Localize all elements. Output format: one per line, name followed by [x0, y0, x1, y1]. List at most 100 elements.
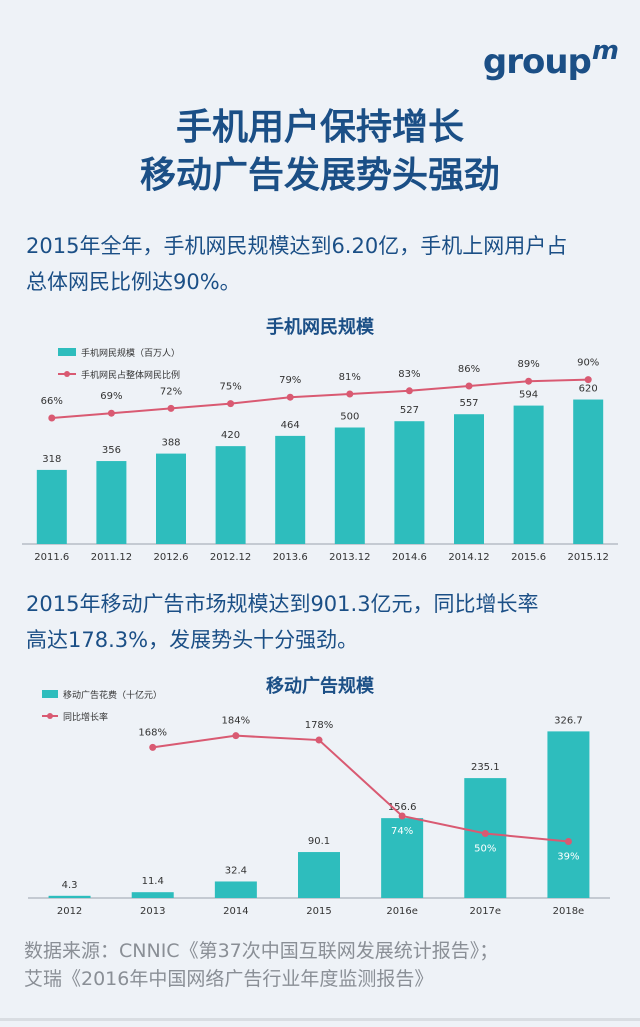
line-value-label: 81%	[339, 372, 361, 383]
line-point	[149, 743, 157, 751]
legend-line-label: 同比增长率	[63, 711, 108, 723]
line-value-label: 50%	[474, 844, 496, 855]
line-value-label: 168%	[138, 727, 167, 738]
bar-value-label: 356	[102, 445, 121, 456]
line-value-label: 74%	[391, 826, 413, 837]
x-tick-label: 2013.12	[329, 552, 370, 563]
line-point	[167, 404, 175, 412]
x-tick-label: 2016e	[386, 906, 418, 917]
bar-value-label: 318	[42, 454, 61, 465]
chart2-title: 移动广告规模	[266, 676, 374, 697]
x-tick-label: 2015.12	[568, 552, 609, 563]
legend-line-label: 手机网民占整体网民比例	[81, 369, 180, 381]
bar	[381, 818, 424, 898]
x-tick-label: 2011.6	[34, 552, 69, 563]
x-tick-label: 2017e	[469, 906, 501, 917]
bar	[96, 461, 127, 544]
x-tick-label: 2014	[223, 906, 248, 917]
legend-line-marker	[64, 371, 70, 377]
line-value-label: 86%	[458, 364, 480, 375]
bar	[214, 881, 257, 898]
bar-value-label: 156.6	[388, 802, 417, 813]
bar	[215, 446, 246, 544]
bar	[464, 778, 507, 898]
line-point	[232, 732, 240, 740]
growth-line	[152, 734, 569, 843]
line-value-label: 79%	[279, 375, 301, 386]
bar-value-label: 90.1	[308, 836, 330, 847]
footer-divider	[0, 1018, 640, 1021]
line-value-label: 39%	[557, 852, 579, 863]
bar-value-label: 620	[579, 384, 598, 395]
x-tick-label: 2012.6	[154, 552, 189, 563]
page-title: 手机用户保持增长 移动广告发展势头强劲	[139, 107, 500, 196]
x-tick-label: 2013.6	[273, 552, 308, 563]
line-point	[286, 393, 294, 401]
bar	[394, 421, 425, 544]
line-point	[398, 812, 406, 820]
line-point	[584, 376, 592, 384]
chart1-mobile-users: 手机网民规模（百万人） 手机网民占整体网民比例 318 2011.6 66% 356 201…	[22, 347, 618, 563]
bar-value-label: 388	[161, 438, 180, 449]
line-value-label: 66%	[41, 396, 63, 407]
bar-value-label: 326.7	[554, 715, 583, 726]
chart2-mobile-ads: 移动广告花费（十亿元） 同比增长率 4.3 2012 11.4 2013 168% 32.4 2…	[28, 690, 610, 917]
line-point	[227, 400, 235, 408]
groupm-logo: groupm	[482, 36, 619, 82]
x-tick-label: 2013	[140, 906, 165, 917]
growth-line	[51, 378, 589, 419]
source-note: 数据来源：CNNIC《第37次中国互联网发展统计报告》； 艾瑞《2016年中国网…	[24, 940, 499, 990]
line-point	[346, 390, 354, 398]
x-tick-label: 2018e	[553, 906, 585, 917]
bar-value-label: 527	[400, 405, 419, 416]
legend-bar-swatch	[42, 690, 58, 698]
bar	[156, 453, 186, 544]
bar-value-label: 32.4	[225, 865, 247, 876]
legend-bar-label: 手机网民规模（百万人）	[81, 347, 180, 359]
bar-value-label: 4.3	[62, 880, 78, 891]
line-point	[405, 387, 413, 395]
legend-line-marker	[47, 713, 53, 719]
bar-value-label: 464	[281, 420, 300, 431]
bar	[513, 405, 544, 544]
bar	[298, 852, 340, 898]
bar	[547, 731, 590, 898]
bar	[131, 892, 174, 898]
x-tick-label: 2015.6	[511, 552, 546, 563]
line-value-label: 72%	[160, 386, 182, 397]
line-point	[48, 414, 56, 422]
intro-paragraph-1: 2015年全年，手机网民规模达到6.20亿，手机上网用户占 总体网民比例达90%…	[26, 234, 568, 294]
intro-paragraph-2: 2015年移动广告市场规模达到901.3亿元，同比增长率 高达178.3%，发展…	[26, 592, 539, 652]
line-point	[564, 838, 572, 846]
x-tick-label: 2014.12	[448, 552, 489, 563]
x-tick-label: 2015	[306, 906, 331, 917]
x-tick-label: 2011.12	[91, 552, 132, 563]
bar	[454, 414, 484, 544]
bar	[48, 895, 91, 898]
x-tick-label: 2014.6	[392, 552, 427, 563]
legend-bar-swatch	[58, 348, 76, 356]
line-value-label: 69%	[100, 391, 122, 402]
line-point	[525, 377, 533, 385]
line-point	[315, 736, 323, 744]
bar-value-label: 594	[519, 390, 538, 401]
line-point	[107, 409, 115, 417]
bar-value-label: 420	[221, 430, 240, 441]
bar-value-label: 500	[340, 412, 359, 423]
bar-value-label: 11.4	[142, 876, 164, 887]
bar	[275, 435, 306, 544]
line-value-label: 178%	[305, 720, 334, 731]
x-tick-label: 2012	[57, 906, 82, 917]
line-value-label: 75%	[219, 382, 241, 393]
bar	[573, 399, 604, 544]
line-value-label: 184%	[222, 716, 251, 727]
line-value-label: 89%	[517, 359, 539, 370]
x-tick-label: 2012.12	[210, 552, 251, 563]
line-point	[465, 382, 473, 390]
line-point	[481, 830, 489, 837]
line-value-label: 90%	[577, 358, 599, 369]
bar-value-label: 557	[459, 398, 478, 409]
bar-value-label: 235.1	[471, 762, 500, 773]
bar	[334, 427, 365, 544]
bar	[36, 469, 67, 544]
